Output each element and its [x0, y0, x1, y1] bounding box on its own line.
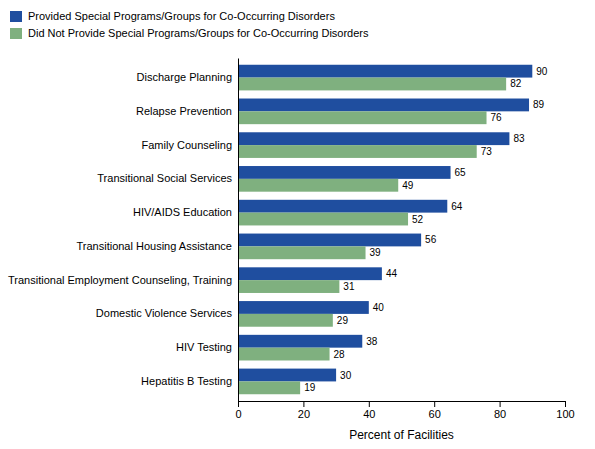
data-label: 76	[491, 112, 503, 123]
tick: Domestic Violence Services	[96, 307, 233, 319]
legend-label: Provided Special Programs/Groups for Co-…	[28, 10, 335, 22]
tick: Relapse Prevention	[136, 105, 232, 117]
tick-label: HIV Testing	[176, 341, 232, 353]
legend-swatch	[10, 28, 22, 39]
tick: Discharge Planning	[137, 71, 232, 83]
tick-label: 60	[429, 408, 441, 420]
tick: 40	[363, 401, 375, 420]
tick-label: Discharge Planning	[137, 71, 232, 83]
tick-mark	[500, 401, 501, 407]
data-label: 83	[513, 133, 525, 144]
legend: Provided Special Programs/Groups for Co-…	[10, 10, 369, 39]
tick-mark	[238, 401, 239, 407]
legend-label: Did Not Provide Special Programs/Groups …	[28, 27, 369, 39]
data-label: 64	[451, 201, 463, 212]
bars	[238, 65, 532, 394]
tick-mark	[303, 401, 304, 407]
bar	[238, 314, 333, 327]
tick: Transitional Housing Assistance	[76, 240, 232, 252]
data-label: 19	[304, 382, 316, 393]
data-label: 65	[455, 167, 467, 178]
bar	[238, 381, 300, 394]
bar	[238, 267, 382, 280]
x-axis: 0 20 40 60 80 100	[235, 401, 574, 420]
tick-label: Transitional Social Services	[97, 172, 232, 184]
tick-mark	[369, 401, 370, 407]
data-label: 39	[370, 247, 382, 258]
data-label: 52	[412, 214, 424, 225]
plot: 30 38 40 44 56 64 65 83 89 90 19 28 29 31 39 52 49 73 76 82…	[8, 59, 575, 443]
bar	[238, 166, 451, 179]
series	[238, 65, 532, 382]
tick-mark	[565, 401, 566, 407]
tick-label: Transitional Employment Counseling, Trai…	[8, 274, 232, 286]
tick-label: Relapse Prevention	[136, 105, 232, 117]
tick-label: 80	[494, 408, 506, 420]
chart: 30 38 40 44 56 64 65 83 89 90 19 28 29 31 39 52 49 73 76 82…	[0, 0, 595, 449]
bar	[238, 200, 447, 213]
data-label: 56	[425, 234, 437, 245]
tick: Transitional Employment Counseling, Trai…	[8, 274, 232, 286]
bar	[238, 335, 362, 348]
tick: 0	[235, 401, 241, 420]
tick: HIV/AIDS Education	[133, 206, 232, 218]
tick: 80	[494, 401, 506, 420]
data-labels: 30 38 40 44 56 64 65 83 89 90 19 28 29 31 39 52 49 73 76 82	[304, 66, 548, 394]
bar	[238, 246, 366, 259]
bar	[238, 369, 336, 382]
tick-label: 20	[298, 408, 310, 420]
bar	[238, 145, 477, 158]
data-label: 89	[533, 99, 545, 110]
bar	[238, 213, 408, 226]
tick-label: Transitional Housing Assistance	[76, 240, 232, 252]
bar	[238, 99, 529, 112]
tick-label: 0	[235, 408, 241, 420]
tick: Family Counseling	[142, 139, 232, 151]
bar	[238, 301, 369, 314]
bar	[238, 348, 330, 361]
bar	[238, 65, 532, 78]
data-label: 30	[340, 370, 352, 381]
series	[238, 78, 506, 395]
tick: 60	[429, 401, 441, 420]
data-label: 90	[536, 66, 548, 77]
data-label: 38	[366, 336, 378, 347]
tick: Hepatitis B Testing	[141, 375, 232, 387]
data-label: 40	[373, 302, 385, 313]
bar	[238, 280, 339, 293]
bar	[238, 179, 398, 192]
tick: HIV Testing	[176, 341, 232, 353]
data-label: 31	[343, 281, 355, 292]
y-axis: Discharge Planning Relapse Prevention Fami…	[8, 59, 238, 402]
axis-line	[238, 59, 239, 402]
bar	[238, 132, 509, 145]
tick: Transitional Social Services	[97, 172, 232, 184]
tick-label: Hepatitis B Testing	[141, 375, 232, 387]
data-label: 28	[334, 349, 346, 360]
tick: 20	[298, 401, 310, 420]
x-axis-title: Percent of Facilities	[349, 428, 454, 442]
tick: 100	[556, 401, 574, 420]
tick-label: 100	[556, 408, 574, 420]
data-label: 44	[386, 268, 398, 279]
tick-mark	[434, 401, 435, 407]
data-label: 29	[337, 315, 349, 326]
data-label: 49	[402, 180, 414, 191]
legend-swatch	[10, 11, 22, 22]
tick-label: 40	[363, 408, 375, 420]
bar	[238, 234, 421, 247]
bar	[238, 111, 487, 124]
legend-item: Provided Special Programs/Groups for Co-…	[10, 10, 335, 22]
data-label: 73	[481, 146, 493, 157]
tick-label: Domestic Violence Services	[96, 307, 233, 319]
axis-line	[239, 402, 566, 408]
tick-label: Family Counseling	[142, 139, 232, 151]
data-label: 82	[510, 78, 522, 89]
tick-label: HIV/AIDS Education	[133, 206, 232, 218]
legend-item: Did Not Provide Special Programs/Groups …	[10, 27, 369, 39]
bar	[238, 78, 506, 91]
